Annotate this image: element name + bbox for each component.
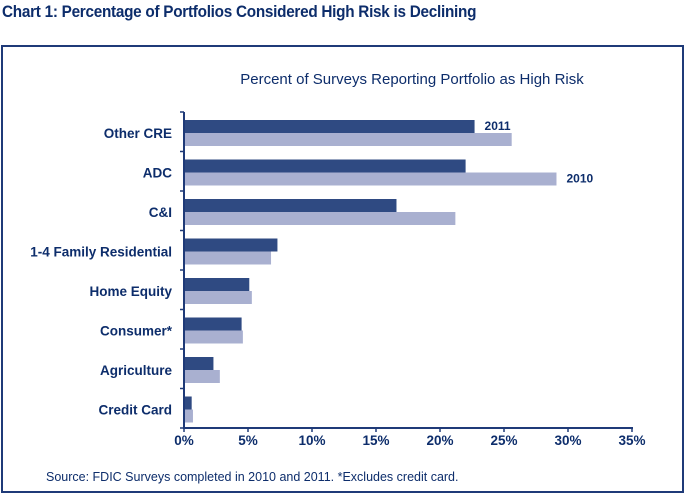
bar-2010 xyxy=(184,409,193,423)
bar-2011 xyxy=(184,159,466,173)
bar-2010 xyxy=(184,291,252,304)
category-label: Credit Card xyxy=(98,403,172,418)
x-tick-label: 20% xyxy=(426,433,453,448)
bar-2010 xyxy=(184,370,220,383)
bar-2010 xyxy=(184,330,243,344)
x-tick-label: 25% xyxy=(490,433,517,448)
x-tick-label: 5% xyxy=(238,433,258,448)
bar-2011 xyxy=(184,199,397,212)
category-label: ADC xyxy=(143,166,172,181)
bar-2011 xyxy=(184,120,475,133)
main-title: Chart 1: Percentage of Portfolios Consid… xyxy=(2,2,477,21)
series-label-2010: 2010 xyxy=(566,172,593,186)
x-tick-label: 30% xyxy=(554,433,581,448)
bar-2010 xyxy=(184,133,512,146)
source-note: Source: FDIC Surveys completed in 2010 a… xyxy=(46,470,459,484)
bar-2010 xyxy=(184,172,557,186)
bar-2010 xyxy=(184,212,456,225)
x-tick-label: 15% xyxy=(362,433,389,448)
chart-frame xyxy=(1,45,684,493)
series-label-2011: 2011 xyxy=(485,119,511,133)
bar-2010 xyxy=(184,251,272,265)
category-label: Agriculture xyxy=(100,363,173,378)
category-label: C&I xyxy=(149,205,172,220)
category-label: 1-4 Family Residential xyxy=(30,245,172,260)
bar-2011 xyxy=(184,317,242,331)
bar-2011 xyxy=(184,357,214,370)
x-tick-label: 10% xyxy=(298,433,325,448)
bar-2011 xyxy=(184,278,250,291)
category-label: Home Equity xyxy=(89,284,172,299)
bar-2011 xyxy=(184,396,192,410)
category-label: Consumer* xyxy=(100,324,173,339)
chart-title: Percent of Surveys Reporting Portfolio a… xyxy=(240,71,584,88)
category-label: Other CRE xyxy=(104,126,172,141)
x-tick-label: 0% xyxy=(174,433,194,448)
x-tick-label: 35% xyxy=(618,433,645,448)
bar-2011 xyxy=(184,238,278,252)
